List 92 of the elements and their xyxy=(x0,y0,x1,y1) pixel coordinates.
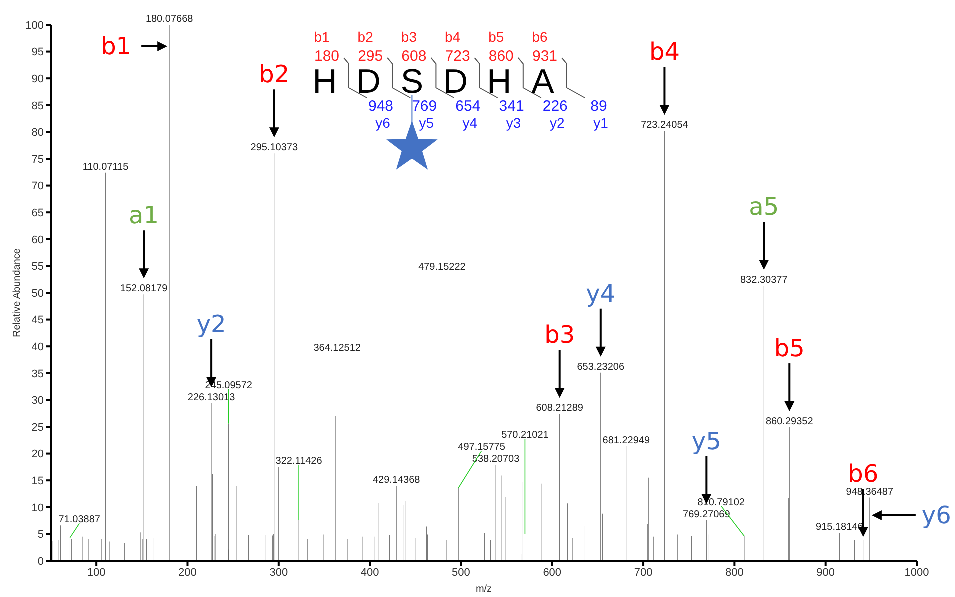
y-tick-label: 55 xyxy=(32,261,44,274)
annotation: y3 xyxy=(506,115,522,131)
annotation: 948 xyxy=(368,98,394,115)
x-tick-label: 400 xyxy=(360,566,380,579)
x-tick-label: 200 xyxy=(178,566,197,579)
x-tick-label: 1000 xyxy=(904,566,930,579)
annotation: b5 xyxy=(774,334,805,363)
y-tick-label: 20 xyxy=(32,448,44,461)
annotation: 226 xyxy=(542,98,568,115)
y-tick-label: 50 xyxy=(32,288,44,300)
annotation: b6 xyxy=(532,29,548,45)
annotation: b2 xyxy=(358,29,374,45)
y-tick-label: 95 xyxy=(32,46,44,59)
x-tick-label: 600 xyxy=(543,566,562,579)
annotation: y6 xyxy=(922,501,952,530)
y-tick-label: 40 xyxy=(32,342,44,354)
annotation: D xyxy=(356,63,381,101)
y-tick-label: 45 xyxy=(32,314,44,327)
annotation: b1 xyxy=(101,32,132,60)
annotation: a1 xyxy=(129,202,160,230)
annotation: 608 xyxy=(402,48,427,65)
annotation: y6 xyxy=(376,115,391,131)
x-tick-label: 800 xyxy=(726,566,744,579)
annotation: 931 xyxy=(532,48,558,65)
annotation: 723.24054 xyxy=(641,120,689,132)
annotation: 71.03887 xyxy=(58,514,101,526)
annotation: 429.14368 xyxy=(372,474,421,486)
annotation: y4 xyxy=(586,280,616,308)
annotation: 89 xyxy=(590,98,608,115)
annotation: H xyxy=(487,63,512,101)
annotation: y2 xyxy=(196,310,226,338)
y-tick-label: 90 xyxy=(32,74,44,86)
y-tick-label: 25 xyxy=(32,422,44,434)
annotation: 860 xyxy=(488,48,514,65)
annotation: y5 xyxy=(419,115,434,131)
y-tick-label: 75 xyxy=(32,154,44,166)
annotation: 608.21289 xyxy=(536,403,584,414)
y-tick-label: 5 xyxy=(38,529,44,542)
y-axis-title: Relative Abundance xyxy=(12,248,23,338)
annotation: b5 xyxy=(488,29,504,45)
x-tick-label: 700 xyxy=(634,566,653,579)
annotation: y1 xyxy=(594,115,609,131)
annotation: y4 xyxy=(462,115,478,131)
x-axis-title: m/z xyxy=(476,584,492,595)
annotation: 723 xyxy=(445,48,470,65)
y-tick-label: 0 xyxy=(38,556,44,568)
annotation: 322.11426 xyxy=(276,456,323,468)
annotation: 570.21021 xyxy=(502,430,550,442)
annotation: 681.22949 xyxy=(602,435,650,446)
annotation: y2 xyxy=(550,115,565,131)
x-tick-label: 900 xyxy=(816,566,836,579)
annotation: D xyxy=(444,63,468,101)
annotation: b1 xyxy=(314,29,330,45)
y-tick-label: 85 xyxy=(32,100,44,112)
annotation: 180 xyxy=(314,48,340,65)
annotation: S xyxy=(400,63,424,101)
annotation: y5 xyxy=(692,427,722,456)
annotation: a5 xyxy=(749,193,780,222)
annotation: 364.12512 xyxy=(314,343,362,354)
x-tick-label: 500 xyxy=(452,566,470,579)
annotation: 152.08179 xyxy=(120,284,168,295)
annotation: 295 xyxy=(358,48,384,65)
annotation: 479.15222 xyxy=(418,262,466,274)
y-tick-label: 35 xyxy=(32,368,44,380)
annotation: 832.30377 xyxy=(740,275,788,286)
annotation: b4 xyxy=(445,29,461,45)
annotation: 295.10373 xyxy=(250,142,298,154)
y-tick-label: 10 xyxy=(32,502,44,514)
annotation: H xyxy=(312,63,338,101)
y-tick-label: 80 xyxy=(32,127,44,140)
x-tick-label: 300 xyxy=(270,566,288,579)
y-tick-label: 60 xyxy=(32,234,44,246)
y-tick-label: 15 xyxy=(32,476,44,488)
annotation: b4 xyxy=(649,38,680,66)
annotation: 654 xyxy=(456,98,481,115)
annotation: b3 xyxy=(401,29,418,45)
y-tick-label: 70 xyxy=(32,180,44,193)
annotation: 653.23206 xyxy=(577,362,625,373)
y-tick-label: 65 xyxy=(32,208,44,220)
annotation: b6 xyxy=(848,460,879,488)
annotation: 769 xyxy=(412,98,438,115)
y-tick-label: 100 xyxy=(26,20,44,32)
annotation: b2 xyxy=(259,60,290,89)
x-tick-label: 100 xyxy=(87,566,106,579)
annotation: 341 xyxy=(499,98,524,115)
annotation: A xyxy=(532,63,555,101)
annotation: 110.07115 xyxy=(82,162,130,173)
annotation: 497.15775 xyxy=(458,442,506,454)
annotation: 860.29352 xyxy=(766,416,814,428)
y-tick-label: 30 xyxy=(32,395,44,408)
annotation: b3 xyxy=(544,321,576,350)
annotation: 180.07668 xyxy=(146,14,194,25)
